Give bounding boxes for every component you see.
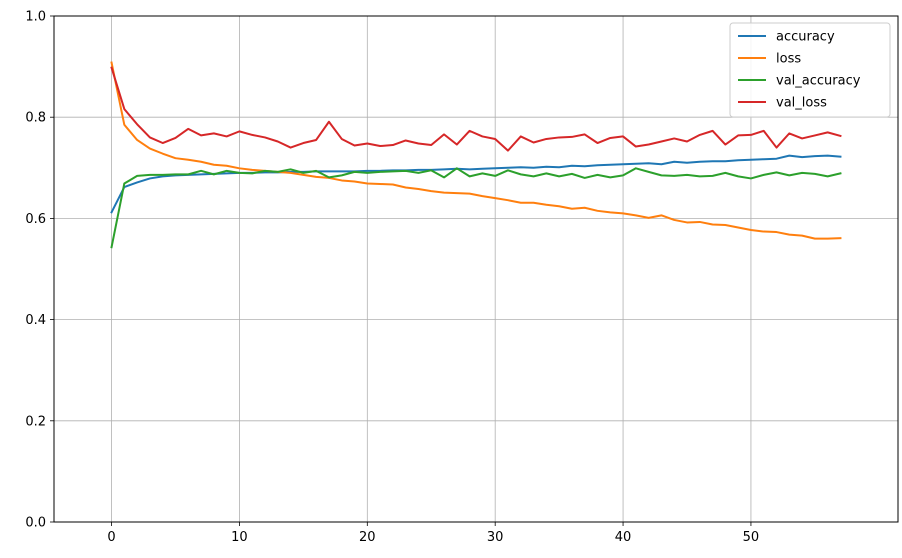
legend-label: accuracy [776, 30, 835, 45]
legend-box [729, 22, 891, 118]
x-tick-label: 10 [231, 530, 248, 545]
legend: accuracy loss val_accuracy val_loss [729, 22, 891, 118]
series-lines [110, 61, 842, 249]
x-tick-label: 0 [107, 530, 115, 545]
y-tick-label: 0.2 [25, 414, 46, 429]
x-tick-label: 50 [743, 530, 760, 545]
y-tick-label: 1.0 [25, 10, 46, 25]
legend-label: val_accuracy [776, 74, 861, 89]
y-tick-label: 0.4 [25, 313, 46, 328]
series-line-val-accuracy [110, 167, 842, 249]
legend-label: val_loss [776, 96, 827, 111]
y-tick-label: 0.8 [25, 111, 46, 126]
x-tick-label: 20 [359, 530, 376, 545]
legend-label: loss [776, 52, 801, 67]
y-axis: 0.0 0.2 0.4 0.6 0.8 1.0 [25, 10, 54, 531]
x-tick-label: 30 [487, 530, 504, 545]
x-axis: 0 10 20 30 40 50 [107, 522, 759, 545]
plot-frame [53, 15, 899, 523]
y-tick-label: 0.0 [25, 516, 46, 531]
series-line-accuracy [110, 154, 842, 214]
series-line-val-loss [110, 66, 842, 152]
x-tick-label: 40 [615, 530, 632, 545]
y-tick-label: 0.6 [25, 212, 46, 227]
series-line-loss [110, 61, 842, 240]
